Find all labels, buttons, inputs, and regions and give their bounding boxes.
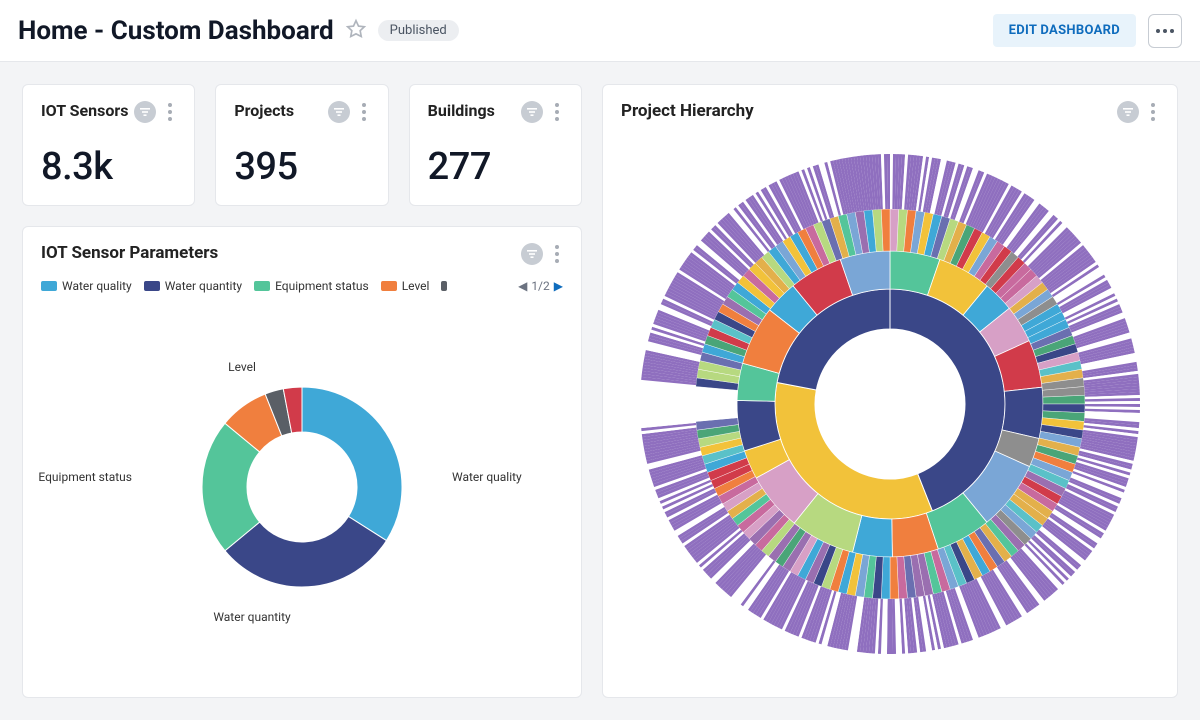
stat-card-buildings: Buildings 277 [409,84,582,206]
kebab-menu-icon[interactable] [164,101,176,123]
kebab-menu-icon[interactable] [358,101,370,123]
legend-row: Water quality Water quantity Equipment sta… [41,279,563,293]
legend-swatch [144,281,160,291]
donut-callout-label: Water quantity [213,610,290,624]
kebab-menu-icon[interactable] [551,101,563,123]
filter-icon[interactable] [521,243,543,265]
stat-value: 277 [428,145,563,189]
sunburst-chart-area [621,123,1159,681]
legend-item[interactable]: Equipment status [254,279,369,293]
filter-icon[interactable] [1117,101,1139,123]
card-title: IOT Sensors [41,101,128,120]
donut-callout-label: Equipment status [38,470,132,484]
status-badge: Published [378,20,459,41]
legend-label: Level [402,279,430,293]
dashboard-content: IOT Sensors 8.3k Projects 395 [0,62,1200,720]
donut-callout-label: Level [228,360,256,374]
donut-chart-area: Water quality Water quantity Equipment sta… [41,293,563,681]
legend-label: Water quantity [165,279,242,293]
legend-swatch [381,281,397,291]
sunburst-chart [630,144,1150,664]
stat-card-iot-sensors: IOT Sensors 8.3k [22,84,195,206]
legend-label: Equipment status [275,279,369,293]
kebab-menu-icon[interactable] [551,243,563,265]
stat-card-projects: Projects 395 [215,84,388,206]
legend-item[interactable]: Water quality [41,279,132,293]
legend-next-icon[interactable]: ▶ [554,279,563,293]
legend-item[interactable]: Water quantity [144,279,242,293]
more-menu-button[interactable] [1148,14,1182,48]
filter-icon[interactable] [134,101,156,123]
card-title: Buildings [428,101,495,120]
card-title: IOT Sensor Parameters [41,243,218,263]
stat-value: 8.3k [41,145,176,189]
legend-swatch-truncated [441,281,447,291]
legend-prev-icon[interactable]: ◀ [518,279,527,293]
donut-callout-label: Water quality [452,470,522,484]
card-title: Project Hierarchy [621,101,754,121]
stat-cards-row: IOT Sensors 8.3k Projects 395 [22,84,582,206]
legend-swatch [254,281,270,291]
favorite-star-icon[interactable] [346,19,366,43]
iot-sensor-parameters-card: IOT Sensor Parameters Water qualityWater… [22,226,582,698]
legend-item[interactable]: Level [381,279,430,293]
filter-icon[interactable] [328,101,350,123]
donut-chart [172,357,432,617]
legend-pager: ◀ 1/2 ▶ [518,279,563,293]
filter-icon[interactable] [521,101,543,123]
legend-swatch [41,281,57,291]
page-title: Home - Custom Dashboard [18,16,334,46]
legend-page-label: 1/2 [531,279,549,293]
project-hierarchy-card: Project Hierarchy [602,84,1178,698]
edit-dashboard-button[interactable]: EDIT DASHBOARD [993,14,1136,47]
left-column: IOT Sensors 8.3k Projects 395 [22,84,582,698]
kebab-menu-icon[interactable] [1147,101,1159,123]
stat-value: 395 [234,145,369,189]
top-bar: Home - Custom Dashboard Published EDIT D… [0,0,1200,62]
legend-label: Water quality [62,279,132,293]
card-title: Projects [234,101,294,120]
